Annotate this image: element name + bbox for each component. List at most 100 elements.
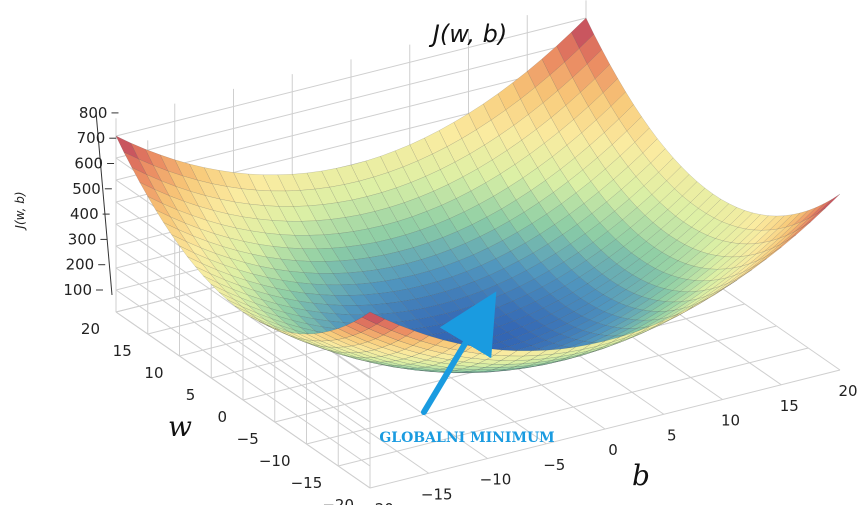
surface-facet bbox=[698, 289, 722, 304]
surface-facet bbox=[208, 258, 233, 277]
surface-facet bbox=[357, 357, 380, 363]
z-axis bbox=[95, 111, 113, 296]
surface-facet bbox=[778, 221, 802, 239]
surface-facet bbox=[669, 244, 694, 261]
surface-facet bbox=[628, 185, 653, 208]
grid-line bbox=[115, 267, 371, 445]
surface-facet bbox=[551, 144, 576, 170]
surface-facet bbox=[234, 305, 258, 320]
surface-facet bbox=[557, 77, 581, 106]
surface-facet bbox=[750, 252, 774, 269]
surface-facet bbox=[418, 359, 442, 366]
surface-facet bbox=[404, 345, 429, 354]
grid-line bbox=[115, 39, 587, 159]
surface-facet bbox=[705, 198, 730, 219]
surface-facet bbox=[403, 196, 428, 218]
surface-facet bbox=[219, 292, 242, 307]
surface-facet bbox=[639, 323, 663, 335]
surface-facet bbox=[634, 127, 658, 154]
surface-facet bbox=[592, 335, 616, 344]
surface-facet bbox=[402, 356, 428, 363]
surface-facet bbox=[574, 319, 599, 331]
surface-facet bbox=[645, 228, 670, 248]
surface-facet bbox=[470, 363, 494, 368]
surface-facet bbox=[746, 229, 771, 245]
w-tick-labels: 20 15 10 5 0 −5−10−15 −20 bbox=[81, 320, 354, 505]
surface-facet bbox=[564, 48, 588, 79]
surface-facet bbox=[529, 142, 553, 169]
surface-facet bbox=[712, 275, 735, 289]
surface-facet bbox=[620, 176, 645, 200]
surface-facet bbox=[526, 58, 551, 88]
surface-facet bbox=[741, 251, 765, 267]
surface-facet bbox=[204, 195, 229, 215]
surface-facet bbox=[592, 230, 617, 251]
surface-facet bbox=[574, 345, 598, 355]
surface-facet bbox=[729, 210, 754, 228]
surface-facet bbox=[602, 78, 627, 107]
surface-facet bbox=[565, 353, 588, 361]
surface-facet bbox=[161, 202, 186, 224]
surface-facet bbox=[666, 166, 690, 190]
surface-facet bbox=[644, 310, 668, 321]
surface-facet bbox=[542, 90, 567, 119]
surface-facet bbox=[511, 270, 535, 287]
surface-facet bbox=[552, 346, 576, 355]
surface-facet bbox=[573, 350, 596, 358]
surface-facet bbox=[776, 212, 802, 230]
surface-facet bbox=[602, 340, 626, 350]
surface-facet bbox=[644, 202, 669, 223]
w-tick-label: −5 bbox=[237, 430, 259, 448]
surface-facet bbox=[565, 92, 589, 120]
w-tick-label: 10 bbox=[144, 364, 163, 382]
surface-facet bbox=[579, 267, 603, 285]
surface-facet bbox=[159, 154, 184, 177]
surface-facet bbox=[527, 286, 551, 302]
surface-facet bbox=[218, 169, 242, 190]
surface-facet bbox=[290, 332, 314, 341]
surface-facet bbox=[212, 210, 237, 229]
cost-surface bbox=[115, 17, 841, 374]
surface-facet bbox=[541, 278, 566, 295]
surface-facet bbox=[514, 362, 538, 368]
surface-facet bbox=[615, 227, 639, 247]
surface-facet bbox=[595, 105, 620, 133]
surface-facet bbox=[614, 198, 638, 221]
surface-facet bbox=[672, 291, 698, 303]
surface-facet bbox=[587, 273, 611, 290]
z-tick-label: 300 bbox=[68, 230, 97, 248]
surface-facet bbox=[695, 279, 720, 292]
surface-facet bbox=[242, 216, 266, 234]
w-tick-label: −10 bbox=[259, 452, 291, 470]
surface-facet bbox=[195, 266, 219, 284]
surface-facet bbox=[529, 325, 554, 337]
surface-facet bbox=[361, 311, 386, 325]
grid-line bbox=[115, 245, 371, 423]
b-tick-label: −20 bbox=[362, 500, 394, 505]
surface-facet bbox=[578, 33, 603, 65]
surface-facet bbox=[555, 243, 579, 263]
surface-facet bbox=[556, 31, 580, 63]
surface-facet bbox=[660, 308, 683, 320]
surface-facet bbox=[764, 235, 787, 252]
surface-facet bbox=[631, 241, 655, 260]
surface-facet bbox=[240, 188, 265, 206]
grid-line bbox=[174, 296, 430, 474]
surface-facet bbox=[652, 309, 676, 321]
surface-facet bbox=[505, 308, 530, 322]
surface-facet bbox=[582, 322, 607, 334]
grid-line bbox=[115, 289, 371, 467]
surface-facet bbox=[313, 318, 338, 330]
surface-facet bbox=[639, 246, 663, 265]
surface-facet bbox=[552, 323, 576, 335]
surface-facet bbox=[243, 241, 267, 258]
surface-facet bbox=[589, 132, 613, 158]
surface-facet bbox=[670, 306, 694, 320]
z-tick-label: 600 bbox=[74, 155, 103, 173]
b-axis-label: b bbox=[632, 459, 650, 492]
surface-facet bbox=[714, 279, 738, 295]
w-tick-label: −15 bbox=[291, 474, 323, 492]
surface-facet bbox=[562, 224, 586, 245]
surface-facet bbox=[537, 156, 561, 181]
surface-facet bbox=[708, 240, 732, 256]
